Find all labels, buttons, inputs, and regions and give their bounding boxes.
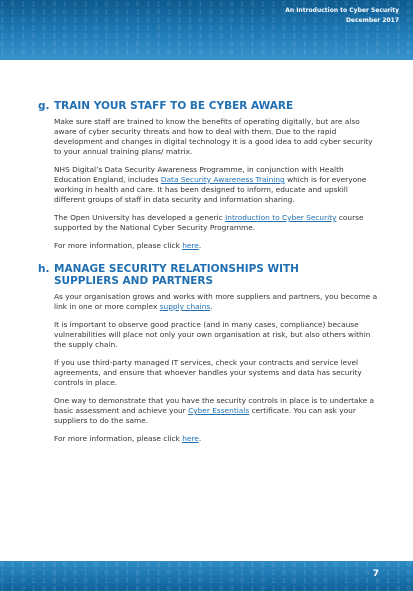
section-g-here-link[interactable]: here [182, 241, 199, 250]
section-g-paragraph-2: NHS Digital’s Data Security Awareness Pr… [54, 165, 378, 205]
section-g-heading: g. TRAIN YOUR STAFF TO BE CYBER AWARE [38, 100, 378, 112]
introduction-to-cyber-security-link[interactable]: Introduction to Cyber Security [225, 213, 337, 222]
paragraph-text: The Open University has developed a gene… [54, 213, 226, 222]
section-g-title: TRAIN YOUR STAFF TO BE CYBER AWARE [54, 100, 294, 112]
section-g-paragraph-4: For more information, please click here. [54, 241, 378, 251]
data-security-awareness-training-link[interactable]: Data Security Awareness Training [160, 175, 285, 184]
section-h-paragraph-3: If you use third-party managed IT servic… [54, 358, 362, 387]
paragraph-text: For more information, please click [54, 241, 183, 250]
section-h-here-link[interactable]: here [182, 434, 199, 443]
section-h-paragraph-5: For more information, please click here. [54, 434, 378, 444]
section-h-paragraph-4: One way to demonstrate that you have the… [54, 396, 378, 426]
paragraph-text: NHS Digital’s Data Security Awareness Pr… [54, 165, 344, 184]
paragraph-text: course supported by the National Cyber S… [54, 213, 364, 232]
paragraph-text: . [198, 434, 202, 443]
paragraph-text: . [198, 241, 202, 250]
section-h-paragraph-1: As your organisation grows and works wit… [54, 292, 378, 312]
section-g-letter: g. [38, 100, 50, 112]
section-h-heading: h. MANAGE SECURITY RELATIONSHIPS WITH SUPP… [38, 263, 378, 287]
section-h-letter: h. [38, 263, 50, 275]
page-number: 7 [372, 569, 379, 579]
document-title: An Introduction to Cyber Security [285, 7, 399, 14]
section-h-paragraph-2: It is important to observe good practice… [54, 320, 371, 349]
section-g-paragraph-1: Make sure staff are trained to know the … [54, 117, 373, 156]
section-h-title-line-1: MANAGE SECURITY RELATIONSHIPS WITH [54, 263, 299, 275]
header-banner: 1 0 1 1 0 0 1 0 1 1 0 1 0 0 1 1 0 1 0 1 … [0, 0, 413, 60]
paragraph-text: For more information, please click [54, 434, 183, 443]
paragraph-text: One way to demonstrate that you have the… [54, 396, 374, 415]
paragraph-text: certificate. You can ask your suppliers … [54, 406, 356, 425]
section-g-paragraph-3: The Open University has developed a gene… [54, 213, 378, 233]
cyber-essentials-link[interactable]: Cyber Essentials [188, 406, 250, 415]
document-date: December 2017 [345, 17, 399, 24]
section-h-title-line-2: SUPPLIERS AND PARTNERS [54, 275, 214, 287]
paragraph-text: As your organisation grows and works wit… [54, 292, 378, 311]
paragraph-text: which is for everyone working in health … [54, 175, 367, 204]
supply-chains-link[interactable]: supply chains [159, 302, 211, 311]
binary-pattern-decoration: 0 1 1 0 1 0 0 1 1 0 1 0 1 1 0 0 1 0 1 1 … [0, 561, 412, 591]
paragraph-text: . [210, 302, 213, 311]
binary-pattern-decoration: 1 0 1 1 0 0 1 0 1 1 0 1 0 0 1 1 0 1 0 1 … [0, 0, 412, 56]
page-content: g. TRAIN YOUR STAFF TO BE CYBER AWARE Mak… [38, 100, 378, 452]
footer-banner: 0 1 1 0 1 0 0 1 1 0 1 0 1 1 0 0 1 0 1 1 … [0, 561, 413, 591]
